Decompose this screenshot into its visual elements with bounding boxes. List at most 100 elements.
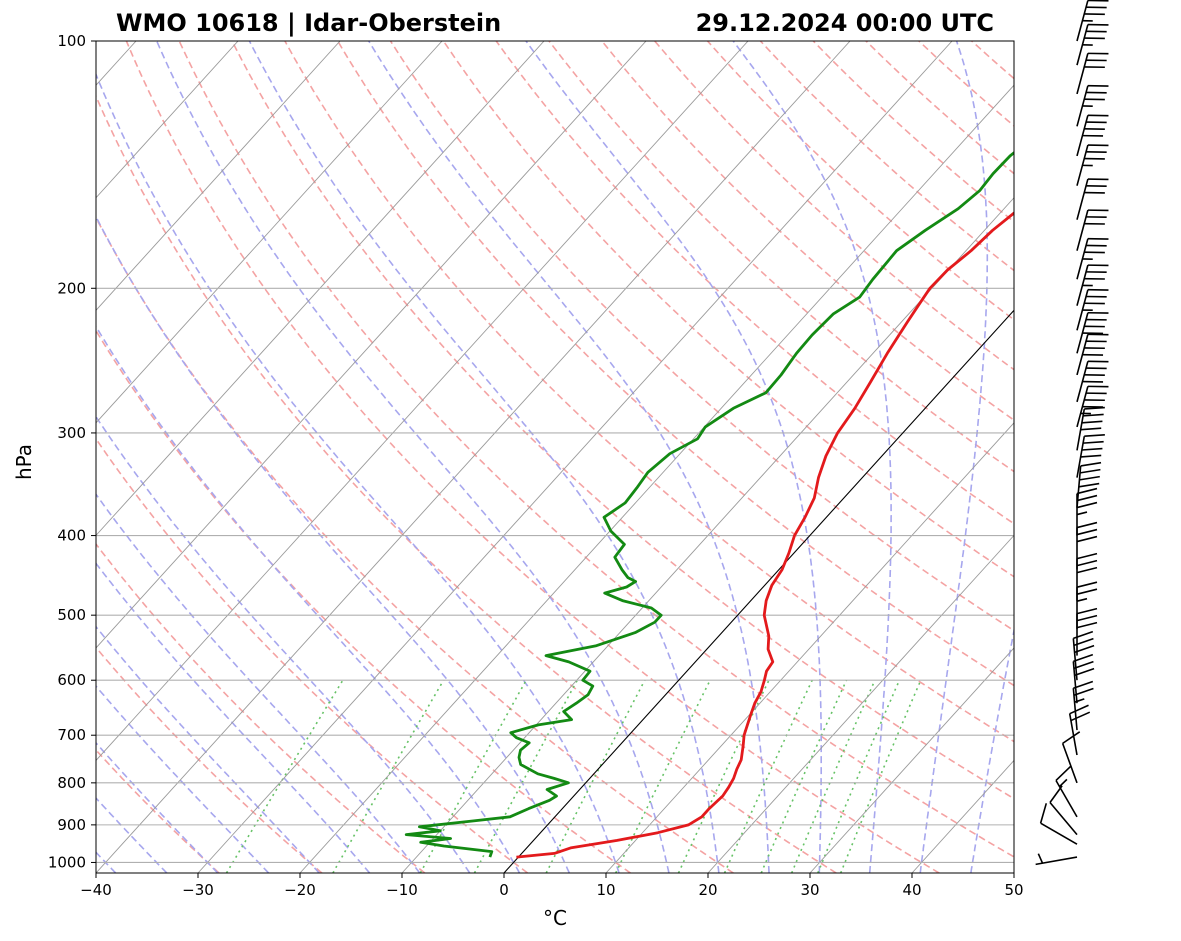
moist-adiabat (96, 684, 270, 873)
isotherm-grid (96, 41, 1014, 873)
moist-adiabat (96, 562, 371, 873)
y-tick-label: 800 (57, 774, 86, 792)
wind-barb (1076, 84, 1109, 127)
mixing-ratio-line (332, 679, 445, 873)
mixing-ratio-line (225, 679, 344, 873)
wind-barb-full (1069, 704, 1089, 715)
wind-barb-half (1076, 597, 1088, 602)
wind-barb-shaft (1040, 822, 1078, 845)
wind-barb-shaft (1076, 334, 1089, 376)
wind-barb-full (1076, 535, 1098, 543)
wind-barb-shaft (1076, 178, 1089, 220)
wind-barb-full (1070, 711, 1091, 722)
mixing-ratio-line (790, 679, 876, 873)
isotherm-line (707, 534, 1014, 873)
moist-adiabat (96, 324, 521, 873)
wind-barb (1076, 0, 1109, 42)
y-axis-label: hPa (12, 444, 36, 480)
chart-title-datetime: 29.12.2024 00:00 UTC (696, 9, 994, 37)
wind-barb-full (1081, 447, 1103, 451)
x-tick-label: −40 (80, 881, 112, 899)
wind-barb-full (1076, 552, 1098, 560)
wind-barb-full (1076, 607, 1098, 615)
isotherm-line (809, 647, 1014, 873)
isotherm-line (96, 41, 749, 762)
y-tick-label: 1000 (48, 853, 86, 871)
isotherm-line (96, 41, 239, 199)
wind-barb-half (1076, 511, 1088, 516)
y-tick-label: 900 (57, 816, 86, 834)
wind-barb-full (1076, 559, 1098, 567)
wind-barb (1035, 853, 1078, 866)
moist-adiabats (96, 41, 1014, 873)
wind-barb-full (1076, 494, 1098, 502)
moist-adiabat (96, 741, 219, 873)
dry-adiabat (96, 216, 734, 873)
wind-barb-full (1080, 427, 1102, 431)
wind-barb (1076, 178, 1109, 220)
x-axis-ticks: −40 −30 −20 −10 0 10 20 30 40 50 (80, 873, 1024, 899)
isotherm-line (96, 41, 443, 424)
isotherm-line (299, 84, 1014, 873)
isotherm-line (96, 41, 341, 311)
wind-barb (1061, 731, 1081, 784)
wind-barb-shaft (1076, 209, 1089, 251)
x-axis-label: °C (543, 906, 567, 930)
moist-adiabat (919, 41, 989, 873)
dry-adiabat (653, 41, 1014, 371)
wind-barb-full (1081, 420, 1103, 424)
wind-barb (1076, 461, 1102, 508)
wind-barb (1076, 114, 1109, 157)
wind-barb-full (1078, 482, 1100, 488)
dry-adiabat (442, 41, 1014, 578)
dry-adiabat (495, 41, 1014, 525)
wind-barb (1039, 803, 1078, 845)
x-tick-label: −20 (284, 881, 316, 899)
wind-barb (1076, 144, 1109, 186)
wind-barb-full (1073, 660, 1094, 670)
dry-adiabat (231, 41, 1014, 800)
dry-adiabat (283, 41, 1014, 743)
mixing-ratio-line (723, 679, 813, 873)
wind-barb-half (1058, 778, 1068, 788)
wind-barb-shaft (1076, 361, 1089, 403)
dewpoint-trace (404, 150, 1014, 858)
dry-adiabat (125, 41, 940, 873)
wind-barb-full (1080, 461, 1102, 467)
x-tick-label: 40 (902, 881, 921, 899)
y-tick-label: 600 (57, 671, 86, 689)
wind-barb-shaft (1061, 743, 1078, 784)
isotherm-line (96, 41, 851, 873)
dry-adiabat (336, 41, 1014, 687)
wind-barb-shaft (1076, 24, 1089, 66)
wind-barb-full (1073, 687, 1094, 696)
wind-barb-full (1074, 667, 1095, 677)
wind-barb-full (1076, 581, 1098, 588)
y-axis-ticks: 1000 900 800 700 600 500 400 300 200 100 (48, 32, 96, 871)
y-tick-label: 200 (57, 279, 86, 297)
moist-adiabat (96, 625, 320, 873)
wind-barb-shaft (1035, 856, 1078, 866)
wind-barb-half (1037, 853, 1044, 864)
wind-barb (1076, 581, 1098, 630)
wind-barb-full (1055, 765, 1072, 782)
sounding-series (404, 150, 1014, 859)
mixing-ratio-line (817, 679, 901, 873)
isotherm-line (605, 422, 1014, 873)
wind-barb (1055, 765, 1078, 818)
wind-barb-full (1073, 680, 1094, 689)
wind-barb-full (1076, 501, 1098, 509)
mixing-ratio-line (614, 679, 711, 873)
dry-adiabat (96, 437, 529, 873)
wind-barb-full (1074, 644, 1095, 654)
wind-barb-full (1076, 521, 1098, 529)
wind-barb-full (1076, 588, 1098, 595)
isotherm-line (1013, 872, 1014, 873)
wind-barb-full (1062, 731, 1081, 745)
plot-area (96, 41, 1014, 873)
wind-barb-full (1080, 454, 1102, 458)
wind-barb-full (1076, 528, 1098, 536)
isotherm-line (96, 41, 647, 649)
moist-adiabat (96, 415, 471, 873)
y-tick-label: 700 (57, 726, 86, 744)
